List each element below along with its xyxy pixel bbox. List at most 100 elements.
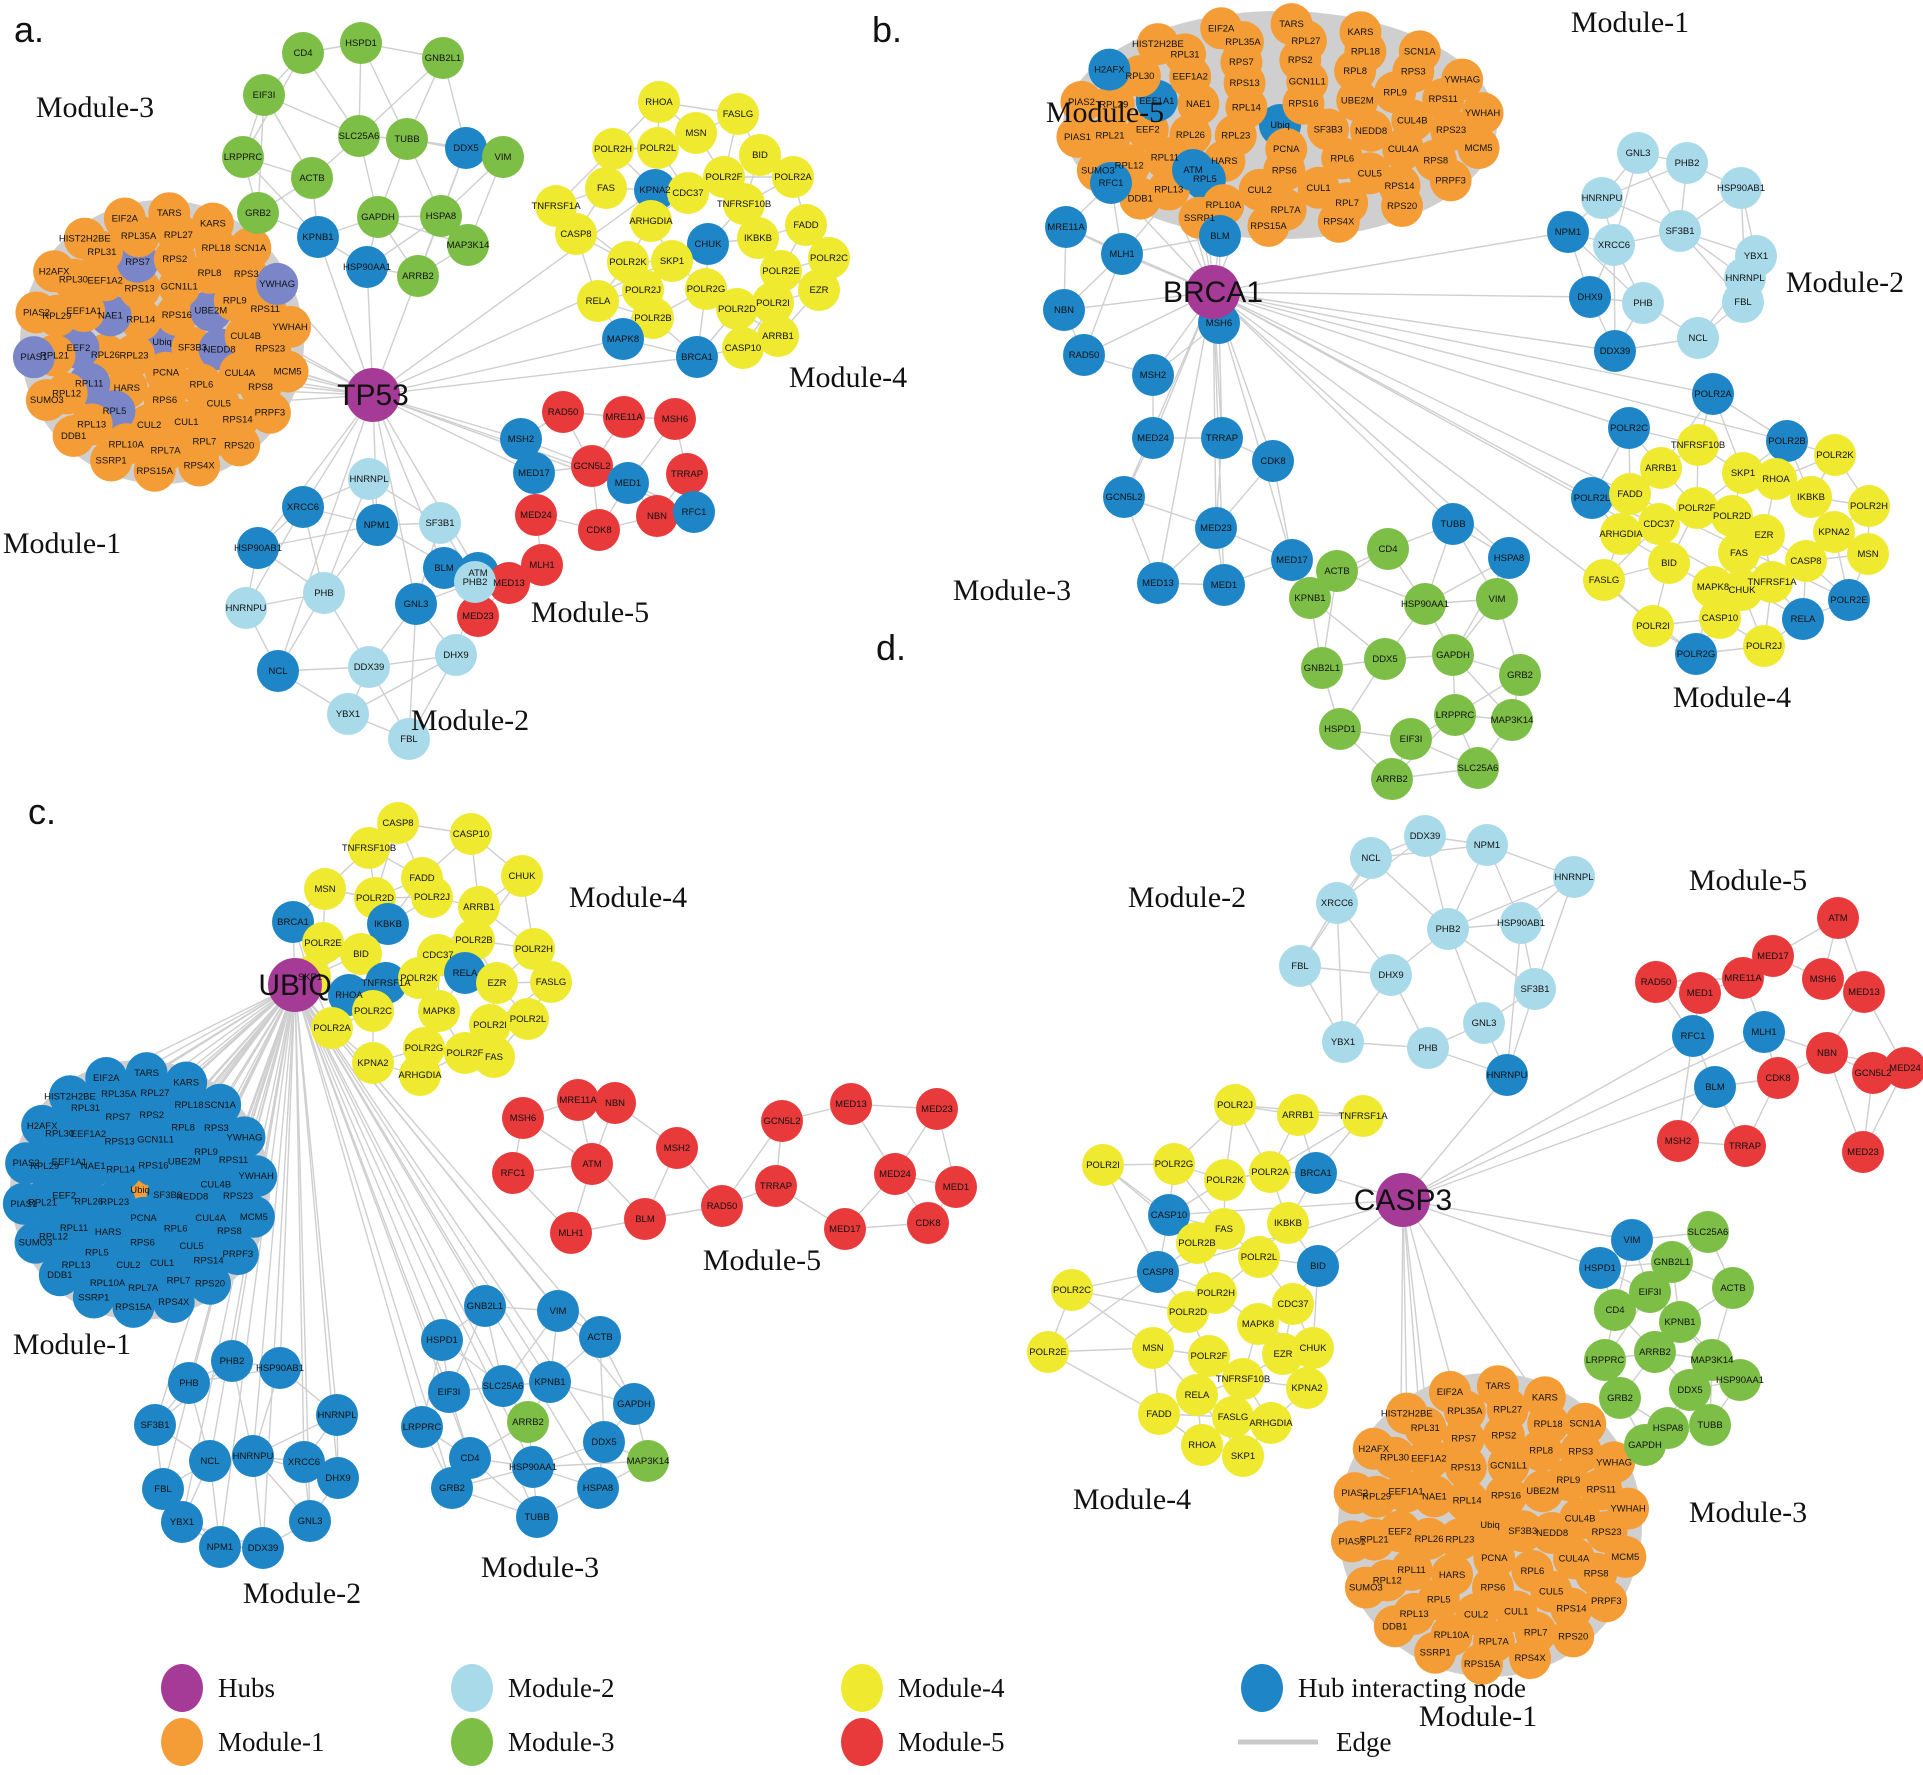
gene-node-label: POLR2A (1694, 389, 1732, 400)
hub-node (1376, 1173, 1430, 1227)
gene-node (1385, 1392, 1428, 1435)
edge (1447, 876, 1575, 930)
gene-node (218, 424, 261, 467)
edge (1212, 291, 1591, 298)
gene-node (1711, 495, 1753, 537)
gene-node (630, 200, 672, 242)
gene-node-label: HIST2H2BE (1132, 39, 1184, 50)
gene-node (482, 1365, 524, 1407)
gene-node-label: RPL10A (1434, 1630, 1470, 1641)
gene-node-label: POLR2G (1677, 649, 1716, 660)
edge (294, 984, 551, 1383)
gene-node-label: RPS14 (1384, 181, 1414, 192)
gene-node-label: MED17 (829, 1224, 861, 1235)
gene-node-label: GAPDH (361, 212, 395, 223)
gene-node-label: MCM5 (1611, 1552, 1639, 1563)
gene-node-label: EIF2A (93, 1073, 120, 1084)
gene-node-label: MSH2 (664, 1143, 690, 1154)
gene-node-label: HSPA8 (426, 211, 456, 222)
gene-node (1088, 114, 1131, 157)
gene-node-label: RPL8 (171, 1122, 195, 1133)
gene-node-label: FASLG (1218, 1412, 1249, 1423)
gene-node-label: RPL5 (85, 1248, 109, 1259)
gene-node-label: POLR2L (640, 143, 676, 154)
gene-node (1689, 1404, 1731, 1446)
gene-node-label: RPL13 (62, 1260, 91, 1271)
gene-node (5, 1142, 48, 1185)
gene-node-label: GRB2 (439, 1483, 465, 1494)
gene-node-label: YWHAH (1465, 108, 1501, 119)
edge (1402, 1086, 1716, 1201)
gene-node (1088, 48, 1131, 91)
gene-node (327, 693, 369, 735)
gene-node-label: HSPA8 (1494, 553, 1524, 564)
gene-node-label: BRCA1 (681, 352, 713, 363)
gene-node (1476, 578, 1518, 620)
gene-node-label: CHUK (509, 871, 537, 882)
gene-node (304, 868, 346, 910)
gene-node-label: SUMO3 (30, 395, 64, 406)
gene-node-label: CD4 (460, 1453, 479, 1464)
gene-node (1181, 1424, 1223, 1466)
gene-node (488, 562, 530, 604)
gene-node-label: RPL30 (1125, 71, 1154, 82)
gene-node (1286, 1367, 1328, 1409)
gene-node (352, 990, 394, 1032)
gene-node-label: YWHAG (259, 279, 295, 290)
gene-node-label: TNFRSF1A (1747, 577, 1797, 588)
gene-node-label: RPL10A (90, 1278, 126, 1289)
gene-node-label: CUL4A (195, 1213, 226, 1224)
gene-node-label: RPL30 (59, 275, 88, 286)
gene-node-label: CUL1 (1306, 183, 1330, 194)
gene-node-label: RPS16 (1491, 1491, 1521, 1502)
hub-node (346, 368, 400, 422)
gene-node (607, 462, 649, 504)
gene-node (1404, 583, 1446, 625)
gene-node-label: FADD (1617, 489, 1642, 500)
gene-node-label: MAP3K14 (447, 240, 490, 251)
gene-node (752, 282, 794, 324)
gene-node-label: MSH2 (508, 434, 534, 445)
gene-node-label: CDC37 (1277, 1299, 1308, 1310)
gene-node-label: NCL (1688, 333, 1707, 344)
gene-node (311, 1007, 353, 1049)
gene-node (395, 583, 437, 625)
gene-node-label: RPS13 (1230, 78, 1260, 89)
gene-node (1802, 958, 1844, 1000)
gene-node (1491, 699, 1533, 741)
gene-node-label: EEF1A1 (66, 306, 101, 317)
gene-node (824, 1208, 866, 1250)
gene-node-label: ARRB2 (402, 271, 434, 282)
gene-node-label: NBN (1817, 1048, 1837, 1059)
gene-node-label: RPS7 (1451, 1434, 1476, 1445)
gene-node-label: MRE11A (1724, 973, 1762, 984)
edge (294, 984, 538, 1518)
gene-node-label: RPS7 (125, 257, 150, 268)
gene-node-label: POLR2H (1850, 501, 1888, 512)
gene-node-label: NAE1 (1186, 99, 1211, 110)
gene-node (1457, 127, 1500, 170)
gene-node (199, 1083, 242, 1126)
gene-node-label: RPS2 (1288, 55, 1313, 66)
gene-node-label: RPL31 (1171, 49, 1200, 60)
gene-node (571, 1143, 613, 1185)
gene-node-label: CD4 (293, 48, 312, 59)
gene-node (1063, 334, 1105, 376)
gene-node-label: ATM (1183, 165, 1202, 176)
gene-node-label: PHB2 (1436, 924, 1461, 935)
gene-node-label: RPL9 (223, 295, 247, 306)
gene-node-label: HNRNPL (1725, 273, 1764, 284)
gene-node-label: CDC37 (1643, 519, 1674, 530)
edge (1157, 291, 1214, 584)
gene-node (211, 1340, 253, 1382)
gene-node-label: POLR2C (1610, 423, 1648, 434)
gene-node-label: MED24 (879, 1169, 911, 1180)
gene-node (1648, 542, 1690, 584)
gene-node (291, 157, 333, 199)
gene-node-label: POLR2F (706, 172, 743, 183)
gene-node (1238, 1236, 1280, 1278)
gene-node (1722, 281, 1764, 323)
gene-node (377, 802, 419, 844)
gene-node-label: RPL7A (1271, 205, 1302, 216)
